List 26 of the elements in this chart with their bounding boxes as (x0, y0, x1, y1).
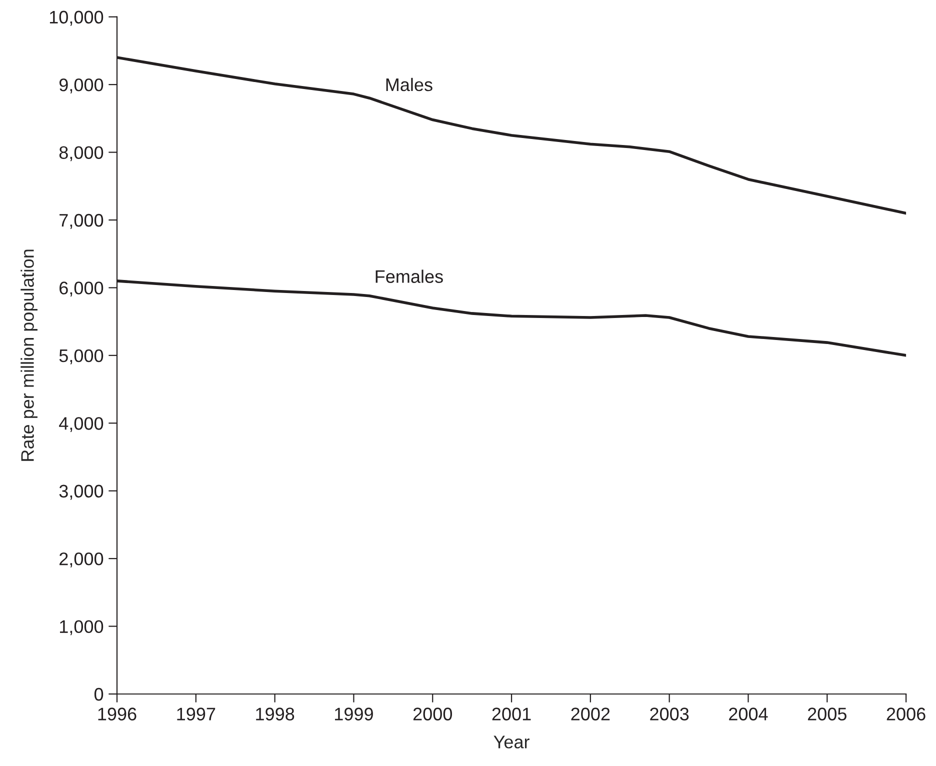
x-tick-label: 1999 (335, 708, 373, 720)
series-label: Females (376, 270, 443, 283)
y-tick-label: 1,000 (60, 620, 104, 636)
y-tick-label: 9,000 (59, 78, 104, 94)
y-tick-label: 6,000 (60, 282, 104, 297)
x-tick-label: 2000 (413, 708, 452, 720)
y-tick-label: 3,000 (59, 484, 104, 500)
x-tick-label: 2003 (650, 708, 689, 720)
y-tick-label: 4,000 (59, 417, 104, 432)
y-tick-label: 0 (94, 688, 104, 701)
y-tick-label: 5,000 (59, 349, 104, 364)
x-axis-title: Year (494, 736, 530, 748)
y-tick-label: 8,000 (59, 146, 104, 162)
y-axis-title: Rate per million population (20, 250, 38, 461)
x-tick-label: 2001 (492, 708, 531, 720)
series-label: Males (386, 78, 432, 92)
x-tick-label: 1997 (177, 708, 216, 720)
x-tick-label: 2005 (808, 708, 846, 720)
y-tick-label: 2,000 (60, 552, 104, 568)
x-tick-label: 1998 (256, 708, 294, 720)
x-tick-label: 1996 (98, 708, 136, 720)
x-tick-label: 2004 (729, 708, 768, 720)
y-tick-label: 7,000 (60, 214, 104, 229)
x-tick-label: 2006 (886, 708, 926, 720)
y-tick-label: 10,000 (50, 10, 104, 26)
x-tick-label: 2002 (571, 708, 610, 720)
